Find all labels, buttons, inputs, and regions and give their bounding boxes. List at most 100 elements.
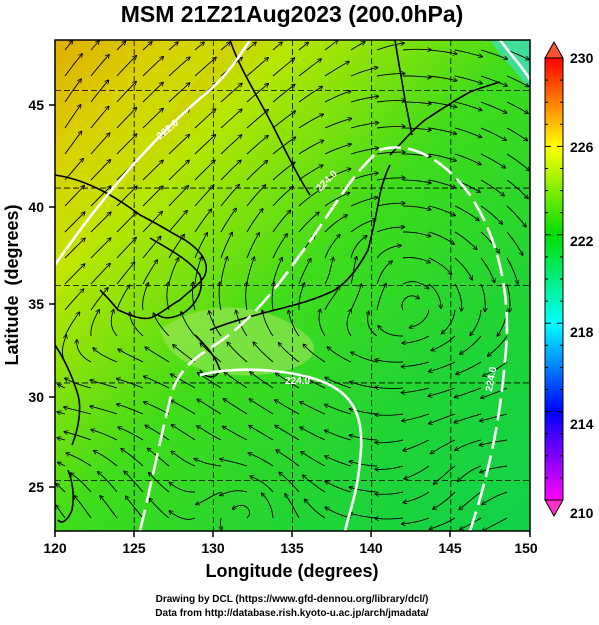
streamline [298, 140, 324, 155]
streamline [324, 144, 351, 155]
x-tick-labels: 120 125 130 135 140 145 150 [43, 540, 538, 556]
streamline [441, 309, 456, 334]
streamline [428, 75, 457, 81]
streamline [300, 427, 326, 441]
streamline [220, 109, 242, 129]
x-tick-label: 130 [201, 540, 225, 556]
colorbar-ticks [545, 57, 563, 501]
streamline [220, 232, 232, 259]
streamline [124, 471, 144, 493]
streamline [350, 123, 378, 129]
streamline [169, 483, 195, 493]
streamline [431, 439, 456, 454]
streamline [117, 404, 144, 415]
y-tick-label: 25 [28, 479, 44, 495]
streamline [328, 347, 352, 363]
x-tick-label: 120 [43, 540, 67, 556]
streamline [298, 114, 323, 129]
streamline [428, 283, 441, 308]
streamline [402, 257, 430, 263]
streamline [116, 262, 135, 285]
streamline [403, 231, 431, 236]
x-tick-label: 150 [514, 540, 538, 556]
streamline [90, 288, 108, 311]
streamline [375, 360, 404, 363]
streamline [350, 67, 378, 77]
streamline [325, 507, 352, 519]
streamline [375, 439, 404, 443]
streamline [272, 234, 287, 259]
streamline [142, 283, 149, 311]
streamline [350, 257, 357, 285]
streamline [350, 219, 376, 233]
streamline [116, 41, 125, 51]
streamline [194, 185, 214, 207]
streamline [246, 185, 266, 207]
streamline [61, 335, 66, 363]
streamline [506, 179, 528, 199]
streamline [227, 342, 248, 363]
streamline [64, 264, 85, 285]
streamline [456, 361, 482, 374]
streamline [64, 105, 81, 129]
streamline [376, 245, 401, 259]
streamline [66, 453, 92, 467]
streamline [171, 400, 196, 415]
streamline [346, 309, 351, 337]
streamline [350, 513, 378, 519]
streamline [303, 344, 326, 363]
coastline-taiwan [57, 469, 75, 523]
streamline [253, 342, 274, 363]
streamline [454, 49, 482, 57]
streamline [275, 426, 300, 441]
streamline [402, 49, 431, 50]
streamline [90, 186, 111, 207]
contours [55, 40, 530, 531]
streamline [220, 83, 242, 103]
streamline [168, 258, 179, 285]
chart-title: MSM 21Z21Aug2023 (200.0hPa) [121, 1, 464, 27]
streamline [91, 430, 118, 441]
streamline [428, 205, 455, 216]
streamline [116, 108, 136, 129]
streamline [375, 387, 404, 388]
streamline [149, 498, 170, 519]
streamline [145, 425, 170, 441]
streamline [350, 173, 378, 181]
streamline [289, 310, 300, 337]
streamline [90, 80, 109, 103]
streamline [246, 282, 247, 311]
streamline [470, 309, 482, 335]
streamline [506, 49, 529, 60]
streamline [209, 311, 222, 337]
streamline [375, 491, 404, 494]
streamline [350, 284, 361, 311]
streamline [272, 282, 274, 311]
streamline [90, 380, 118, 389]
streamline [116, 134, 137, 155]
streamline [220, 135, 242, 155]
streamline [375, 465, 404, 469]
y-tick-labels: 25 30 35 40 45 [28, 97, 44, 495]
streamline [324, 286, 340, 311]
streamline [142, 260, 157, 285]
streamline [350, 197, 378, 207]
streamline [220, 185, 239, 207]
streamline [325, 405, 352, 415]
streamline [90, 238, 111, 259]
streamline [460, 335, 482, 354]
streamline [279, 343, 300, 363]
streamline [403, 439, 430, 451]
streamline [142, 109, 163, 129]
streamline [428, 49, 457, 54]
streamline [194, 135, 215, 155]
streamline [220, 257, 227, 285]
streamline [434, 465, 456, 484]
streamline [246, 84, 268, 103]
streamline [350, 42, 365, 51]
streamline [454, 101, 482, 110]
streamline [144, 376, 170, 389]
streamline [402, 281, 429, 289]
streamline [454, 205, 479, 221]
streamline [249, 399, 274, 415]
